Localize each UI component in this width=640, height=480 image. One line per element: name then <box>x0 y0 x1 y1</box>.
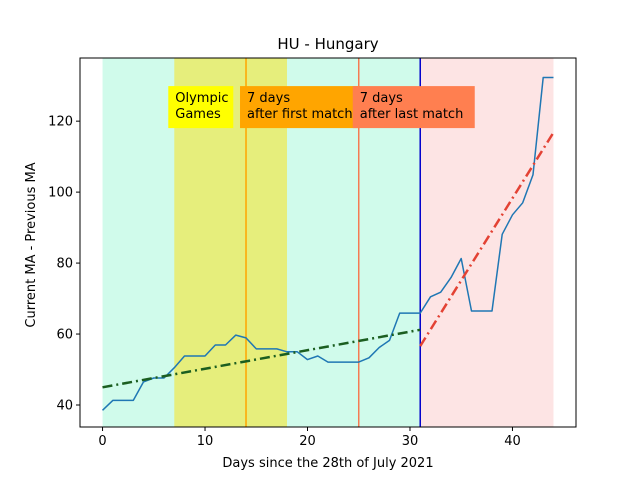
annotation-box-0 <box>168 86 234 129</box>
annotation-text-0-1: Games <box>175 107 221 122</box>
x-tick-label: 30 <box>402 434 419 449</box>
y-tick-label: 100 <box>48 186 73 201</box>
x-axis-label: Days since the 28th of July 2021 <box>222 456 433 471</box>
annotation-box-2 <box>352 86 475 129</box>
annotation-text-2-1: after last match <box>360 107 464 122</box>
annotation-text-0-0: Olympic <box>175 91 228 106</box>
series-line-0 <box>101 76 554 411</box>
y-tick-label: 60 <box>56 328 73 343</box>
annotation-text-1-1: after first match <box>247 107 353 122</box>
chart-title: HU - Hungary <box>277 35 378 53</box>
y-tick-label: 120 <box>48 115 73 130</box>
series-group <box>101 76 555 411</box>
y-axis-label: Current MA - Previous MA <box>24 162 39 327</box>
y-axis-ticks: 40 60 80 100 120 <box>48 115 80 414</box>
plot-frame <box>79 57 577 428</box>
annotation-text-2-0: 7 days <box>360 91 403 106</box>
x-tick-label: 0 <box>98 434 106 449</box>
x-tick-label: 10 <box>197 434 214 449</box>
x-axis-ticks: 0 10 20 30 40 <box>98 427 521 449</box>
x-tick-label: 40 <box>504 434 521 449</box>
annotation-text-1-0: 7 days <box>247 91 290 106</box>
annotation-box-1 <box>240 86 361 129</box>
y-tick-label: 80 <box>56 257 73 272</box>
series-line-2 <box>419 131 555 347</box>
x-tick-label: 20 <box>299 434 316 449</box>
series-line-1 <box>102 328 421 389</box>
y-tick-label: 40 <box>56 399 73 414</box>
